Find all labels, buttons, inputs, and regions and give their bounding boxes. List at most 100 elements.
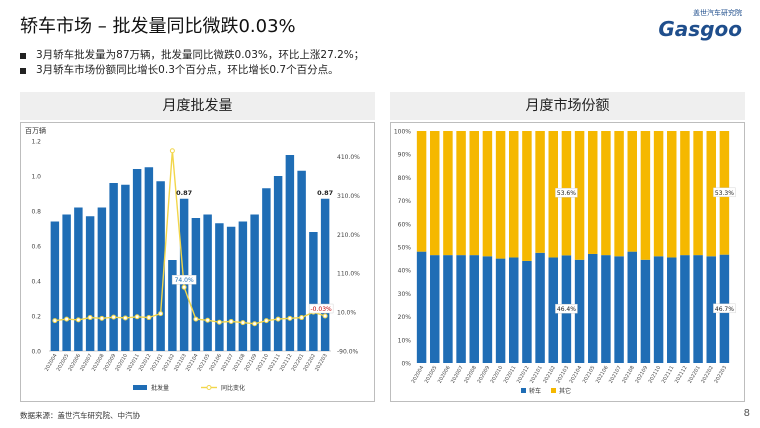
- volume-bar: [109, 183, 118, 351]
- volume-bar: [191, 218, 201, 351]
- yoy-point: [111, 314, 117, 320]
- y-tick-label: 0.2: [31, 314, 41, 321]
- yoy-point: [181, 284, 187, 290]
- y-tick-label: 80%: [398, 175, 412, 182]
- yoy-point: [99, 315, 105, 321]
- share-bar-car: [482, 256, 493, 363]
- yoy-point: [122, 315, 128, 321]
- share-bar-car: [574, 259, 585, 363]
- yoy-point: [146, 315, 152, 321]
- share-bar-other: [627, 131, 637, 252]
- volume-bar: [85, 216, 95, 351]
- line-label-box: [308, 303, 334, 314]
- share-bar-other: [693, 131, 703, 256]
- logo-wordmark: Gasgoo: [658, 17, 742, 41]
- share-bar-other: [456, 131, 466, 256]
- y-tick-label: 10%: [398, 337, 412, 344]
- share-bar-car: [640, 259, 651, 363]
- y2-tick-label: 410.0%: [337, 154, 360, 161]
- yoy-point: [322, 313, 328, 319]
- share-bar-other: [430, 131, 440, 256]
- volume-bar: [215, 223, 224, 351]
- line-data-label: 74.0%: [175, 277, 194, 284]
- volume-bar: [97, 207, 107, 351]
- volume-bar: [132, 169, 142, 351]
- bar-data-label: 0.87: [176, 189, 192, 197]
- y-tick-label: 40%: [398, 268, 412, 275]
- y2-tick-label: -90.0%: [337, 349, 359, 356]
- share-bar-other: [706, 131, 716, 257]
- volume-bar: [238, 221, 248, 351]
- y2-tick-label: 10.0%: [337, 310, 356, 317]
- yoy-point: [275, 316, 281, 322]
- volume-bar: [144, 167, 154, 351]
- share-bar-car: [588, 253, 598, 363]
- share-label-box: [555, 187, 578, 198]
- share-bar-other: [574, 131, 585, 260]
- legend-swatch-other: [551, 388, 556, 393]
- yoy-point: [263, 318, 269, 324]
- legend-swatch-car: [521, 388, 526, 393]
- share-bar-other: [640, 131, 651, 260]
- share-label-box: [713, 303, 736, 314]
- slide-title: 轿车市场 – 批发量同比微跌0.03%: [20, 16, 296, 37]
- share-bar-car: [430, 255, 440, 363]
- volume-bar: [297, 170, 306, 351]
- bullet-item: 3月轿车批发量为87万辆，批发量同比微跌0.03%，环比上涨27.2%；: [20, 48, 364, 63]
- share-data-label: 53.3%: [715, 190, 734, 197]
- y-tick-label: 90%: [398, 152, 412, 159]
- volume-chart-title: 月度批发量: [20, 92, 375, 120]
- volume-bar: [320, 198, 330, 351]
- y-tick-label: 0.0: [31, 349, 41, 356]
- share-bar-car: [456, 255, 466, 363]
- share-bar-other: [653, 131, 664, 257]
- share-bar-car: [667, 257, 677, 363]
- legend-label-volume: 批发量: [151, 384, 169, 392]
- line-data-label: -0.03%: [311, 306, 333, 313]
- share-bar-car: [522, 260, 532, 363]
- y2-tick-label: 310.0%: [337, 193, 360, 200]
- yoy-point: [216, 319, 222, 325]
- legend-label-car: 轿车: [529, 387, 541, 395]
- yoy-point: [64, 316, 70, 322]
- y-tick-label: 20%: [398, 314, 412, 321]
- share-bar-car: [693, 255, 703, 363]
- share-bar-other: [509, 131, 519, 258]
- y-tick-label: 100%: [394, 129, 411, 136]
- share-bar-car: [416, 251, 427, 363]
- share-bar-car: [495, 258, 506, 363]
- legend-swatch-volume: [133, 385, 147, 390]
- yoy-point: [158, 311, 164, 317]
- bar-data-label: 0.87: [317, 189, 333, 197]
- y-tick-label: 1.0: [31, 174, 41, 181]
- line-label-box: [171, 275, 197, 285]
- y-tick-label: 50%: [398, 245, 412, 252]
- share-chart-frame: 0% 10% 20% 30% 40% 50% 60% 70% 80% 90% 100% 202004 2…: [390, 122, 745, 402]
- volume-bar: [203, 214, 212, 351]
- share-label-box: [555, 303, 578, 314]
- legend-label-other: 其它: [559, 387, 571, 395]
- y-tick-label: 0.4: [31, 279, 41, 286]
- volume-bar: [50, 221, 60, 351]
- volume-chart-panel: 月度批发量 百万辆 0.0 0.2 0.4 0.6 0.8 1.0 1.2 -90.0% 10.0…: [20, 92, 375, 402]
- yoy-line: [54, 150, 326, 325]
- summary-bullets: 3月轿车批发量为87万辆，批发量同比微跌0.03%，环比上涨27.2%； 3月轿…: [20, 48, 364, 78]
- share-bar-other: [482, 131, 493, 257]
- yoy-point: [134, 314, 140, 320]
- legend-marker-yoy: [206, 385, 212, 390]
- yoy-point: [87, 315, 93, 321]
- share-chart-panel: 月度市场份额 0% 10% 20% 30% 40% 50% 60% 70% 80% 90% 100%…: [390, 92, 745, 402]
- volume-bar: [273, 176, 283, 351]
- share-bar-other: [588, 131, 598, 254]
- yoy-point: [287, 315, 293, 321]
- yoy-point: [240, 320, 246, 326]
- share-bar-car: [706, 256, 716, 363]
- share-bar-other: [443, 131, 453, 256]
- yoy-point: [299, 315, 305, 321]
- yoy-point: [205, 317, 211, 323]
- y-tick-label: 0.6: [31, 244, 41, 251]
- volume-bar: [168, 260, 177, 351]
- data-source-note: 数据来源：盖世汽车研究院、中汽协: [20, 411, 140, 420]
- y2-tick-label: 110.0%: [337, 271, 360, 278]
- share-chart-svg: 0%10%20%30%40%50%60%70%80%90%100%2020042…: [394, 129, 736, 395]
